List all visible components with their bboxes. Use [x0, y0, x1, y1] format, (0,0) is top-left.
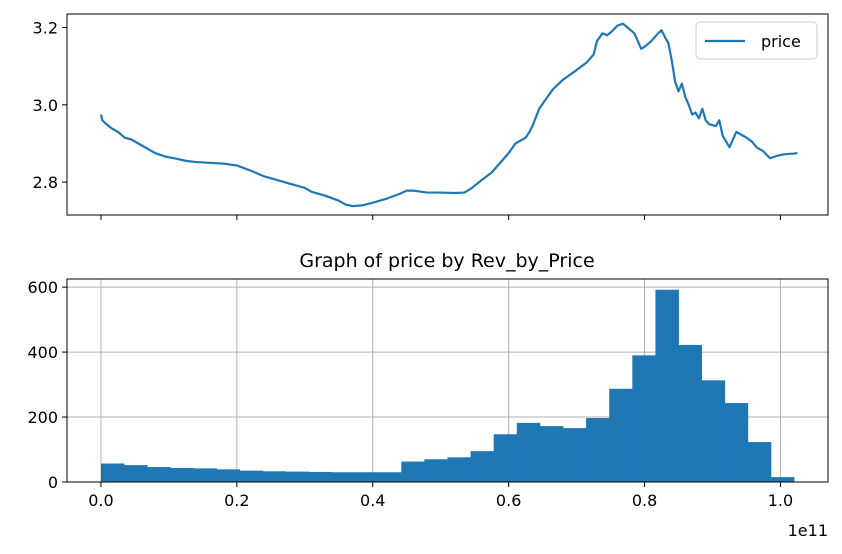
bottom-y-ticks: 0 200 400 600: [27, 278, 67, 492]
histogram-bar: [170, 468, 194, 482]
top-y-tick-label: 3.2: [33, 19, 58, 38]
histogram-bar: [100, 463, 125, 482]
legend-label-price: price: [761, 32, 801, 51]
bottom-x-tick-label: 0.2: [224, 491, 249, 510]
histogram-bar: [262, 471, 287, 482]
histogram-bar: [470, 451, 495, 482]
histogram-bars: [100, 289, 795, 482]
bottom-x-tick-label: 0.8: [632, 491, 657, 510]
histogram-bar: [563, 428, 587, 482]
top-y-tick-label: 2.8: [33, 173, 58, 192]
bottom-y-tick-label: 0: [48, 473, 58, 492]
histogram-bar: [216, 469, 240, 482]
histogram-bar: [239, 470, 264, 482]
bottom-x-tick-label: 0.4: [360, 491, 385, 510]
top-x-ticks: [100, 215, 781, 220]
histogram-bar: [355, 472, 379, 482]
bottom-y-tick-label: 600: [27, 278, 58, 297]
histogram-bar: [401, 461, 425, 482]
histogram-bar: [586, 418, 610, 482]
histogram-chart: Graph of price by Rev_by_Price 0 200 400 60…: [27, 250, 829, 540]
histogram-bar: [516, 422, 541, 482]
bottom-x-tick-label: 0.6: [496, 491, 521, 510]
bottom-x-tick-label: 1.0: [768, 491, 793, 510]
histogram-bar: [493, 434, 518, 482]
top-series-lines: [99, 22, 798, 208]
histogram-bar: [678, 344, 703, 482]
histogram-bar: [747, 442, 772, 482]
histogram-bar: [655, 289, 679, 482]
top-y-tick-label: 3.0: [33, 96, 58, 115]
top-axes-frame: [66, 13, 829, 216]
bottom-x-tick-label: 0.0: [88, 491, 113, 510]
histogram-bar: [724, 403, 749, 482]
histogram-bar: [308, 471, 333, 482]
bottom-y-tick-label: 200: [27, 408, 58, 427]
histogram-bar: [609, 388, 633, 482]
legend: price: [695, 21, 818, 60]
histogram-bar: [124, 465, 148, 482]
histogram-bar: [424, 459, 448, 482]
legend-box: [695, 21, 818, 60]
price-line-chart: 2.8 3.0 3.2 price: [33, 13, 829, 220]
bottom-axes-frame: [66, 278, 829, 483]
bottom-x-ticks: 0.0 0.2 0.4 0.6 0.8 1.0: [88, 482, 793, 510]
series-line-price: [99, 22, 798, 208]
x-offset-label: 1e11: [788, 521, 828, 540]
histogram-bar: [539, 426, 564, 482]
bottom-y-tick-label: 400: [27, 343, 58, 362]
histogram-bar: [147, 467, 171, 482]
histogram-bar: [378, 472, 402, 482]
histogram-bar: [632, 355, 656, 482]
histogram-title: Graph of price by Rev_by_Price: [299, 250, 594, 272]
histogram-bar: [285, 471, 310, 482]
histogram-bar: [770, 477, 795, 482]
top-y-ticks: 2.8 3.0 3.2: [33, 19, 67, 192]
histogram-bar: [331, 472, 356, 482]
histogram-bar: [193, 468, 217, 482]
histogram-bar: [701, 380, 726, 482]
histogram-bar: [447, 457, 471, 482]
